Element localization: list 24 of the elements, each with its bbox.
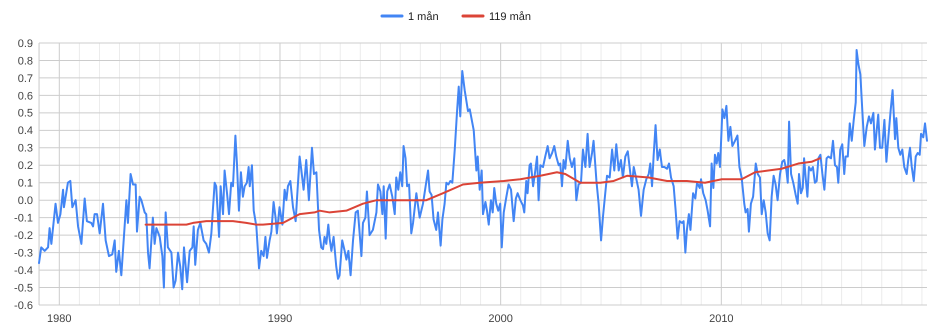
legend-label: 1 mån — [408, 10, 439, 23]
x-tick-label: 1980 — [47, 313, 72, 325]
y-tick-label: 0.5 — [18, 108, 33, 120]
y-tick-label: -0.1 — [14, 212, 33, 225]
y-tick-label: 0.1 — [18, 178, 33, 190]
y-tick-label: 0.6 — [18, 90, 33, 102]
y-tick-label: -0.5 — [14, 282, 33, 294]
x-tick-label: 1990 — [268, 313, 292, 325]
x-tick-label: 2010 — [709, 313, 734, 325]
y-tick-label: 0.3 — [18, 142, 33, 155]
y-tick-label: 0.7 — [18, 72, 33, 85]
y-tick-label: -0.4 — [14, 264, 33, 277]
y-tick-label: -0.6 — [14, 300, 33, 312]
y-tick-label: 0.9 — [18, 38, 33, 50]
y-tick-label: 0.8 — [18, 55, 33, 68]
y-tick-label: -0.2 — [14, 230, 33, 242]
y-tick-label: 0.2 — [18, 160, 33, 172]
y-tick-label: 0.0 — [18, 195, 33, 208]
y-tick-label: 0.4 — [18, 125, 33, 138]
x-tick-label: 2000 — [488, 313, 513, 325]
line-series — [38, 48, 928, 290]
line-series — [144, 157, 821, 226]
y-tick-label: -0.3 — [14, 247, 33, 260]
legend-label: 119 mån — [489, 10, 531, 23]
